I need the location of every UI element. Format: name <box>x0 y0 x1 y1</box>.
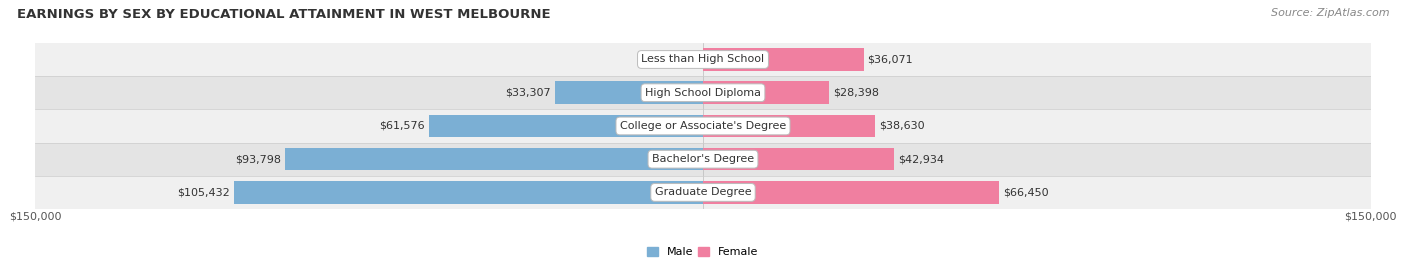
Bar <box>703 181 998 204</box>
Bar <box>285 148 703 170</box>
Text: EARNINGS BY SEX BY EDUCATIONAL ATTAINMENT IN WEST MELBOURNE: EARNINGS BY SEX BY EDUCATIONAL ATTAINMEN… <box>17 8 551 21</box>
Text: $36,071: $36,071 <box>868 54 914 65</box>
Text: $61,576: $61,576 <box>380 121 425 131</box>
Bar <box>703 115 875 137</box>
Text: $42,934: $42,934 <box>898 154 945 164</box>
Text: Bachelor's Degree: Bachelor's Degree <box>652 154 754 164</box>
Text: Less than High School: Less than High School <box>641 54 765 65</box>
Text: $0: $0 <box>685 54 699 65</box>
Bar <box>35 76 1371 109</box>
Text: $38,630: $38,630 <box>879 121 925 131</box>
Bar <box>703 81 830 104</box>
Bar <box>703 48 863 71</box>
Bar <box>35 143 1371 176</box>
Text: $28,398: $28,398 <box>834 88 879 98</box>
Text: College or Associate's Degree: College or Associate's Degree <box>620 121 786 131</box>
Text: Source: ZipAtlas.com: Source: ZipAtlas.com <box>1271 8 1389 18</box>
Bar <box>35 109 1371 143</box>
Text: $66,450: $66,450 <box>1002 187 1049 198</box>
Text: $105,432: $105,432 <box>177 187 229 198</box>
Text: High School Diploma: High School Diploma <box>645 88 761 98</box>
Bar <box>35 43 1371 76</box>
Bar <box>429 115 703 137</box>
Bar <box>35 176 1371 209</box>
Text: $33,307: $33,307 <box>505 88 551 98</box>
Text: Graduate Degree: Graduate Degree <box>655 187 751 198</box>
Text: $93,798: $93,798 <box>235 154 281 164</box>
Bar <box>233 181 703 204</box>
Bar <box>555 81 703 104</box>
Legend: Male, Female: Male, Female <box>643 242 763 262</box>
Bar <box>703 148 894 170</box>
